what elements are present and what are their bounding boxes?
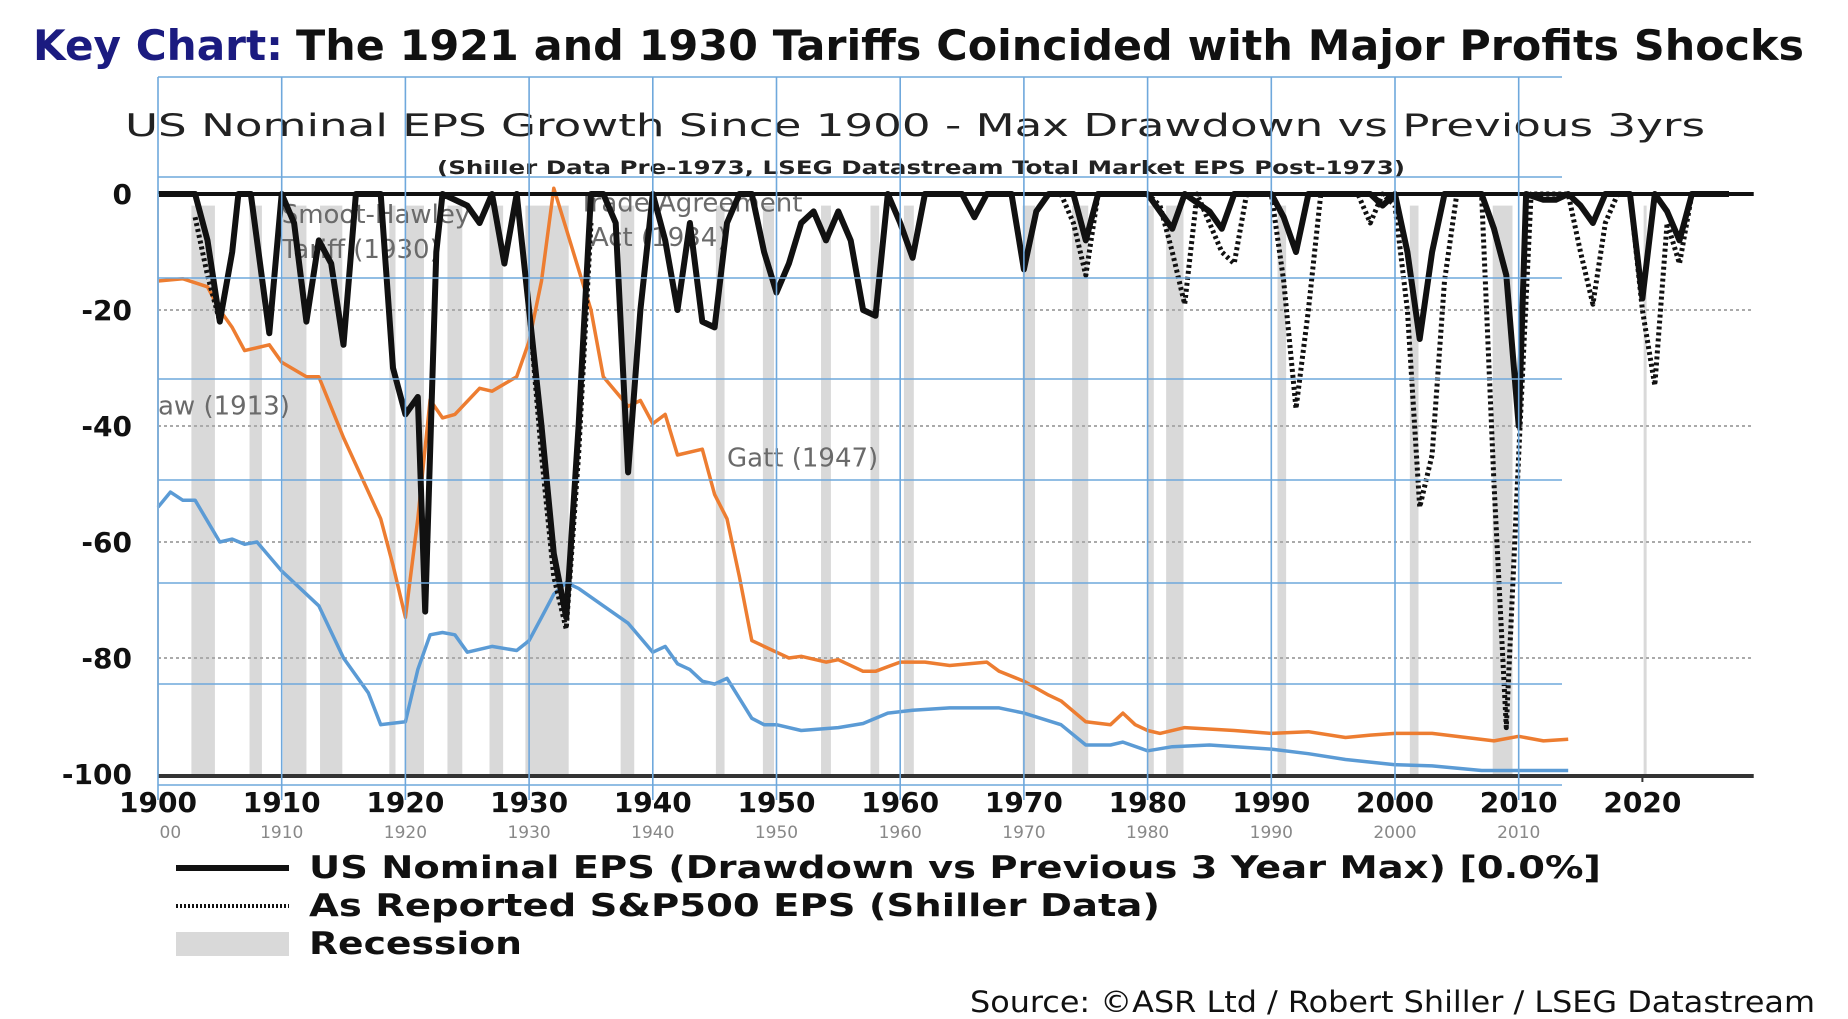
- recession-band: [447, 205, 463, 775]
- legend-label-recession: Recession: [309, 926, 522, 962]
- secondary-x-tick-label: 1980: [1126, 823, 1169, 843]
- recession-band: [620, 205, 635, 775]
- x-tick-label: 1920: [366, 786, 444, 819]
- recession-band: [1022, 205, 1036, 775]
- recession-band: [249, 205, 262, 775]
- x-tick-label: 1940: [614, 786, 692, 819]
- annotation-label: aw (1913): [158, 391, 290, 421]
- recession-band: [1147, 205, 1154, 775]
- recession-band: [1277, 205, 1287, 775]
- legend-recession-swatch: [176, 932, 289, 956]
- secondary-x-tick-label: 1990: [1250, 823, 1293, 843]
- secondary-x-tick-label: 1940: [631, 823, 674, 843]
- recession-band: [489, 205, 504, 775]
- secondary-x-tick-label: 1950: [755, 823, 798, 843]
- axes: [157, 192, 1754, 782]
- recession-band: [282, 205, 307, 775]
- secondary-x-tick-label: 1930: [507, 823, 550, 843]
- annotation-label: Gatt (1947): [727, 444, 878, 474]
- x-tick-label: 1970: [985, 786, 1063, 819]
- recession-band: [405, 205, 424, 775]
- recession-band: [1643, 205, 1647, 775]
- y-tick-label: -20: [81, 294, 132, 327]
- recession-band: [389, 205, 396, 775]
- recession-band: [821, 205, 831, 775]
- blue-overlay-grid: [157, 76, 1562, 800]
- x-tick-label: 1900: [119, 786, 197, 819]
- recession-band: [191, 205, 215, 775]
- x-tick-label: 1990: [1232, 786, 1310, 819]
- recession-band: [762, 205, 775, 775]
- y-tick-label: -100: [62, 758, 132, 791]
- recession-band: [1166, 205, 1184, 775]
- recession-band: [1072, 205, 1089, 775]
- secondary-x-tick-label: 00: [160, 823, 182, 843]
- x-tick-label: 2000: [1356, 786, 1434, 819]
- x-tick-label: 1910: [243, 786, 321, 819]
- x-tick-label: 1980: [1109, 786, 1187, 819]
- secondary-x-tick-label: 1920: [384, 823, 427, 843]
- secondary-x-tick-label: 1910: [260, 823, 303, 843]
- title-main: The 1921 and 1930 Tariffs Coincided with…: [296, 21, 1804, 70]
- series-line-orange: [157, 186, 1569, 743]
- secondary-x-tick-label: 2000: [1373, 823, 1416, 843]
- recession-band: [1492, 205, 1513, 775]
- annotation-label: Tariff (1930): [281, 235, 440, 265]
- secondary-x-tick-label: 2010: [1497, 823, 1540, 843]
- y-tick-label: -40: [81, 410, 132, 443]
- y-tick-label: -80: [81, 642, 132, 675]
- recession-band: [320, 205, 343, 775]
- chart-title: US Nominal EPS Growth Since 1900 - Max D…: [125, 108, 1705, 144]
- y-tick-label: 0: [113, 178, 132, 211]
- recession-band: [870, 205, 880, 775]
- recession-band: [715, 205, 725, 775]
- legend: US Nominal EPS (Drawdown vs Previous 3 Y…: [176, 850, 1601, 962]
- secondary-x-tick-label: 1960: [879, 823, 922, 843]
- chart-subtitle: (Shiller Data Pre-1973, LSEG Datastream …: [437, 157, 1405, 179]
- secondary-x-tick-label: 1970: [1002, 823, 1045, 843]
- series-line-blue: [156, 490, 1569, 773]
- x-tick-label: 1930: [490, 786, 568, 819]
- series-group: [156, 186, 1729, 773]
- x-tick-label: 1950: [738, 786, 816, 819]
- x-tick-label: 2020: [1603, 786, 1681, 819]
- recession-band: [903, 205, 914, 775]
- x-tick-label: 1960: [861, 786, 939, 819]
- source-note: Source: ©ASR Ltd / Robert Shiller / LSEG…: [970, 985, 1815, 1019]
- x-tick-label: 2010: [1480, 786, 1558, 819]
- legend-label-shiller: As Reported S&P500 EPS (Shiller Data): [309, 888, 1160, 924]
- title-prefix: Key Chart:: [33, 21, 283, 70]
- recession-band: [1409, 205, 1419, 775]
- y-tick-label: -60: [81, 526, 132, 559]
- legend-label-eps: US Nominal EPS (Drawdown vs Previous 3 Y…: [309, 850, 1601, 886]
